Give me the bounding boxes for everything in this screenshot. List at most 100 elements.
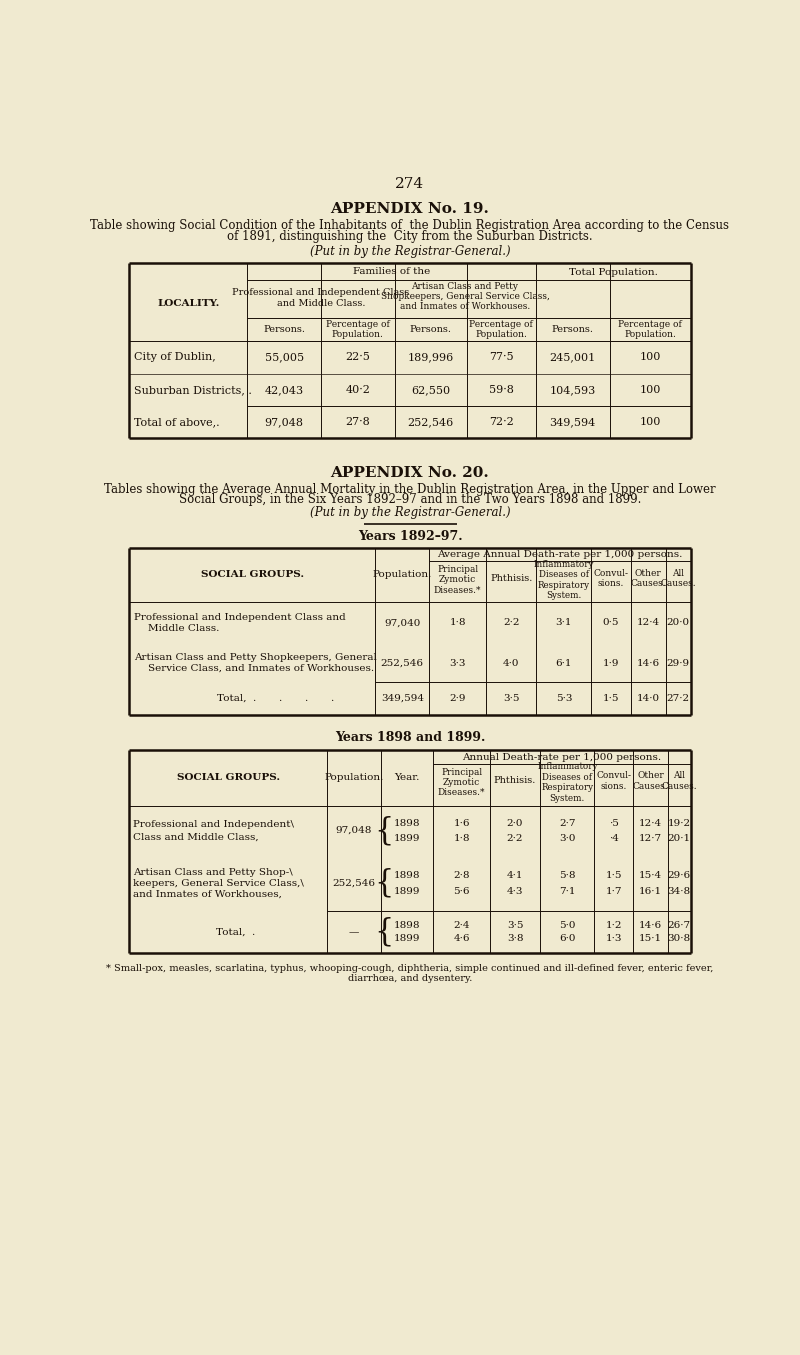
Text: 3·3: 3·3 [450,659,466,668]
Text: ·4: ·4 [609,833,618,843]
Text: 34·8: 34·8 [668,888,691,896]
Text: Middle Class.: Middle Class. [148,623,219,633]
Text: Total,  .: Total, . [216,928,256,936]
Text: Total of above,.: Total of above,. [134,417,220,427]
Text: Professional and Independent Class
and Middle Class.: Professional and Independent Class and M… [232,289,410,308]
Text: Other
Causes.: Other Causes. [633,771,669,790]
Text: 27·2: 27·2 [666,694,690,703]
Text: 3·5: 3·5 [506,921,523,931]
Text: Table showing Social Condition of the Inhabitants of  the Dublin Registration Ar: Table showing Social Condition of the In… [90,220,730,232]
Text: 2·0: 2·0 [506,818,523,828]
Text: 4·6: 4·6 [454,934,470,943]
Text: 29·9: 29·9 [666,659,690,668]
Text: Total,  .       .       .       .: Total, . . . . [217,694,334,703]
Text: 349,594: 349,594 [550,417,596,427]
Text: Years 1892–97.: Years 1892–97. [358,530,462,543]
Text: 6·1: 6·1 [555,659,572,668]
Text: (Put in by the Registrar-General.): (Put in by the Registrar-General.) [310,507,510,519]
Text: 5·0: 5·0 [559,921,575,931]
Text: 1·5: 1·5 [603,694,619,703]
Text: 12·4: 12·4 [637,618,660,627]
Text: and Inmates of Workhouses,: and Inmates of Workhouses, [134,890,282,898]
Text: 100: 100 [639,417,661,427]
Text: 1898: 1898 [394,818,420,828]
Text: Percentage of
Population.: Percentage of Population. [618,320,682,339]
Text: Persons.: Persons. [552,325,594,335]
Text: City of Dublin,: City of Dublin, [134,352,216,362]
Text: 1898: 1898 [394,870,420,879]
Text: ·5: ·5 [609,818,618,828]
Text: 15·4: 15·4 [639,870,662,879]
Text: 1·8: 1·8 [454,833,470,843]
Text: 30·8: 30·8 [668,934,691,943]
Text: 2·8: 2·8 [454,870,470,879]
Text: 2·2: 2·2 [503,618,519,627]
Text: diarrhœa, and dysentery.: diarrhœa, and dysentery. [348,974,472,984]
Text: Population.: Population. [373,570,432,579]
Text: 62,550: 62,550 [411,385,450,394]
Text: Service Class, and Inmates of Workhouses.: Service Class, and Inmates of Workhouses… [148,664,374,673]
Text: 77·5: 77·5 [489,352,514,362]
Text: 4·3: 4·3 [506,888,523,896]
Text: 1·2: 1·2 [606,921,622,931]
Text: 2·4: 2·4 [454,921,470,931]
Text: 349,594: 349,594 [381,694,424,703]
Text: 97,048: 97,048 [336,827,372,835]
Text: 1899: 1899 [394,888,420,896]
Text: 97,048: 97,048 [265,417,303,427]
Text: 1·3: 1·3 [606,934,622,943]
Text: 1·8: 1·8 [450,618,466,627]
Text: 1·6: 1·6 [454,818,470,828]
Text: 245,001: 245,001 [550,352,596,362]
Text: LOCALITY.: LOCALITY. [157,299,219,308]
Text: Years 1898 and 1899.: Years 1898 and 1899. [335,732,485,744]
Text: {: { [374,816,394,846]
Text: APPENDIX No. 19.: APPENDIX No. 19. [330,202,490,215]
Text: Inflammatory
Diseases of
Respiratory
System.: Inflammatory Diseases of Respiratory Sys… [537,763,598,802]
Text: SOCIAL GROUPS.: SOCIAL GROUPS. [177,774,280,782]
Text: 2·7: 2·7 [559,818,575,828]
Text: 29·6: 29·6 [668,870,691,879]
Text: 19·2: 19·2 [668,818,691,828]
Text: 100: 100 [639,385,661,394]
Text: Percentage of
Population.: Percentage of Population. [326,320,390,339]
Text: Convul-
sions.: Convul- sions. [596,771,631,790]
Text: 1899: 1899 [394,833,420,843]
Text: 3·0: 3·0 [559,833,575,843]
Text: All
Causes.: All Causes. [660,569,696,588]
Text: 22·5: 22·5 [346,352,370,362]
Text: 12·4: 12·4 [639,818,662,828]
Text: 5·6: 5·6 [454,888,470,896]
Text: 2·9: 2·9 [450,694,466,703]
Text: 14·0: 14·0 [637,694,660,703]
Text: 12·7: 12·7 [639,833,662,843]
Text: 42,043: 42,043 [265,385,304,394]
Text: 14·6: 14·6 [637,659,660,668]
Text: 5·8: 5·8 [559,870,575,879]
Text: 1·9: 1·9 [603,659,619,668]
Text: * Small-pox, measles, scarlatina, typhus, whooping-cough, diphtheria, simple con: * Small-pox, measles, scarlatina, typhus… [106,965,714,973]
Text: Artisan Class and Petty
Shopkeepers, General Service Class,
and Inmates of Workh: Artisan Class and Petty Shopkeepers, Gen… [381,282,550,312]
Text: All
Causes.: All Causes. [662,771,697,790]
Text: Population.: Population. [324,774,383,782]
Text: Social Groups, in the Six Years 1892–97 and in the Two Years 1898 and 1899.: Social Groups, in the Six Years 1892–97 … [179,493,641,507]
Text: 2·2: 2·2 [506,833,523,843]
Text: 40·2: 40·2 [346,385,370,394]
Text: Tables showing the Average Annual Mortality in the Dublin Registration Area, in : Tables showing the Average Annual Mortal… [104,484,716,496]
Text: APPENDIX No. 20.: APPENDIX No. 20. [330,466,490,480]
Text: 1899: 1899 [394,934,420,943]
Text: 189,996: 189,996 [407,352,454,362]
Text: 3·1: 3·1 [555,618,572,627]
Text: 1·7: 1·7 [606,888,622,896]
Text: Artisan Class and Petty Shopkeepers, General: Artisan Class and Petty Shopkeepers, Gen… [134,653,377,663]
Text: 252,546: 252,546 [332,879,375,888]
Text: 26·7: 26·7 [668,921,691,931]
Text: Phthisis.: Phthisis. [494,776,536,786]
Text: Families of the: Families of the [353,267,430,275]
Text: 20·0: 20·0 [666,618,690,627]
Text: {: { [374,917,394,947]
Text: {: { [374,867,394,898]
Text: 16·1: 16·1 [639,888,662,896]
Text: Professional and Independent Class and: Professional and Independent Class and [134,612,346,622]
Text: 100: 100 [639,352,661,362]
